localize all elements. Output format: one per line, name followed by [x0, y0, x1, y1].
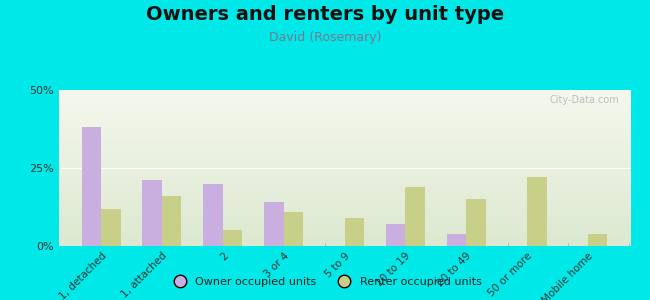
Text: David (Rosemary): David (Rosemary): [268, 32, 382, 44]
Bar: [588, 233, 607, 246]
Bar: [162, 196, 181, 246]
Bar: [142, 181, 162, 246]
Bar: [203, 184, 223, 246]
Text: City-Data.com: City-Data.com: [549, 95, 619, 105]
Bar: [466, 199, 486, 246]
Bar: [527, 177, 547, 246]
Bar: [386, 224, 406, 246]
Text: Owners and renters by unit type: Owners and renters by unit type: [146, 4, 504, 23]
Bar: [101, 208, 120, 246]
Bar: [223, 230, 242, 246]
Bar: [82, 128, 101, 246]
Bar: [283, 212, 303, 246]
Bar: [264, 202, 283, 246]
Bar: [344, 218, 364, 246]
Bar: [406, 187, 425, 246]
Legend: Owner occupied units, Renter occupied units: Owner occupied units, Renter occupied un…: [164, 273, 486, 291]
Bar: [447, 233, 466, 246]
